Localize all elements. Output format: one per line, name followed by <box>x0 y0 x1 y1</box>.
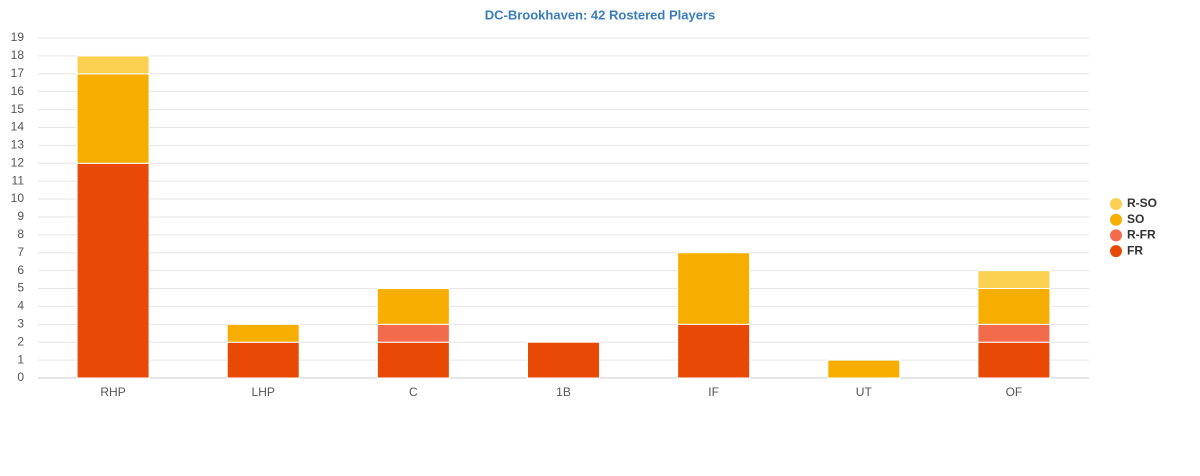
y-tick-label: 2 <box>17 334 24 348</box>
y-tick-label: 13 <box>11 138 25 152</box>
bar-segment <box>977 270 1051 290</box>
bar-segment <box>376 341 450 379</box>
y-tick-label: 16 <box>11 84 25 98</box>
legend-marker <box>1110 229 1122 242</box>
y-tick-label: 4 <box>17 299 24 313</box>
bar-segment <box>76 73 150 164</box>
bar-segment <box>376 323 450 343</box>
x-tick-label: LHP <box>252 385 275 399</box>
bar-segment <box>977 323 1051 343</box>
y-tick-label: 12 <box>11 155 25 169</box>
bar-segment <box>76 55 150 75</box>
legend-marker <box>1110 245 1122 258</box>
bar-segment <box>76 162 150 379</box>
y-tick-label: 3 <box>17 316 24 330</box>
x-tick-label: C <box>409 385 418 399</box>
bar-segment <box>827 359 901 379</box>
x-tick-label: OF <box>1006 385 1023 399</box>
y-tick-label: 5 <box>17 281 24 295</box>
bar-segment <box>977 288 1051 325</box>
x-tick-label: 1B <box>556 385 571 399</box>
bar-segment <box>677 252 751 325</box>
y-tick-label: 14 <box>11 120 25 134</box>
bar-segment <box>376 288 450 325</box>
bar-segment <box>226 341 300 379</box>
x-tick-label: UT <box>856 385 873 399</box>
legend-label: R-FR <box>1127 228 1156 242</box>
bar-segment <box>677 323 751 379</box>
y-tick-label: 10 <box>11 191 25 205</box>
bar-segment <box>527 341 600 379</box>
bar-segment <box>226 323 300 343</box>
y-tick-label: 7 <box>17 245 24 259</box>
legend-marker <box>1110 213 1122 226</box>
chart-title: DC-Brookhaven: 42 Rostered Players <box>485 7 715 22</box>
y-tick-label: 1 <box>17 352 24 366</box>
legend-label: SO <box>1127 212 1144 226</box>
bar-segment <box>977 341 1051 379</box>
y-tick-label: 8 <box>17 227 24 241</box>
y-tick-label: 18 <box>11 48 25 62</box>
y-tick-label: 15 <box>11 102 25 116</box>
y-tick-label: 0 <box>17 370 24 384</box>
legend-label: FR <box>1127 243 1143 257</box>
y-tick-label: 9 <box>17 209 24 223</box>
y-tick-label: 17 <box>11 66 25 80</box>
y-tick-label: 11 <box>12 173 25 187</box>
x-tick-label: IF <box>708 385 719 399</box>
legend-marker <box>1110 198 1122 210</box>
y-tick-label: 6 <box>17 263 24 277</box>
x-tick-label: RHP <box>100 385 125 399</box>
legend-label: R-SO <box>1127 196 1157 210</box>
y-tick-label: 19 <box>11 30 25 44</box>
